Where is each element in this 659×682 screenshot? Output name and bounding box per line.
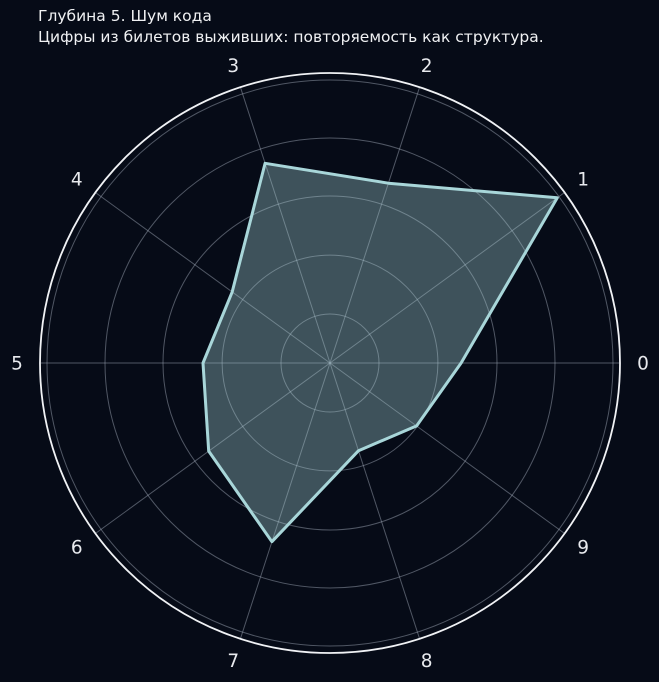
r-gridline (46, 79, 614, 647)
theta-label-3: 3 (227, 56, 239, 77)
chart-title: Глубина 5. Шум кода Цифры из билетов выж… (38, 6, 544, 48)
polar-spine (39, 72, 621, 654)
theta-label-5: 5 (11, 353, 23, 374)
title-line-1: Глубина 5. Шум кода (38, 7, 212, 25)
theta-label-8: 8 (421, 651, 433, 672)
theta-gridline-6 (95, 362, 331, 534)
theta-label-6: 6 (71, 537, 83, 558)
title-line-2: Цифры из билетов выживших: повторяемость… (38, 28, 544, 46)
theta-label-1: 1 (577, 169, 589, 190)
theta-label-0: 0 (637, 353, 649, 374)
theta-gridline-2 (329, 87, 421, 364)
radar-polygon (201, 161, 559, 544)
theta-gridline-8 (329, 362, 421, 639)
theta-label-4: 4 (71, 169, 83, 190)
r-gridline (280, 313, 380, 413)
theta-gridline-4 (95, 192, 331, 364)
r-gridline (221, 254, 439, 472)
theta-gridline-3 (239, 87, 331, 364)
r-gridline (104, 137, 556, 589)
theta-label-7: 7 (227, 651, 239, 672)
r-gridline (162, 195, 498, 531)
theta-label-9: 9 (577, 537, 589, 558)
theta-gridline-9 (329, 362, 565, 534)
theta-label-2: 2 (421, 56, 433, 77)
theta-gridline-7 (239, 362, 331, 639)
theta-gridline-1 (329, 192, 565, 364)
